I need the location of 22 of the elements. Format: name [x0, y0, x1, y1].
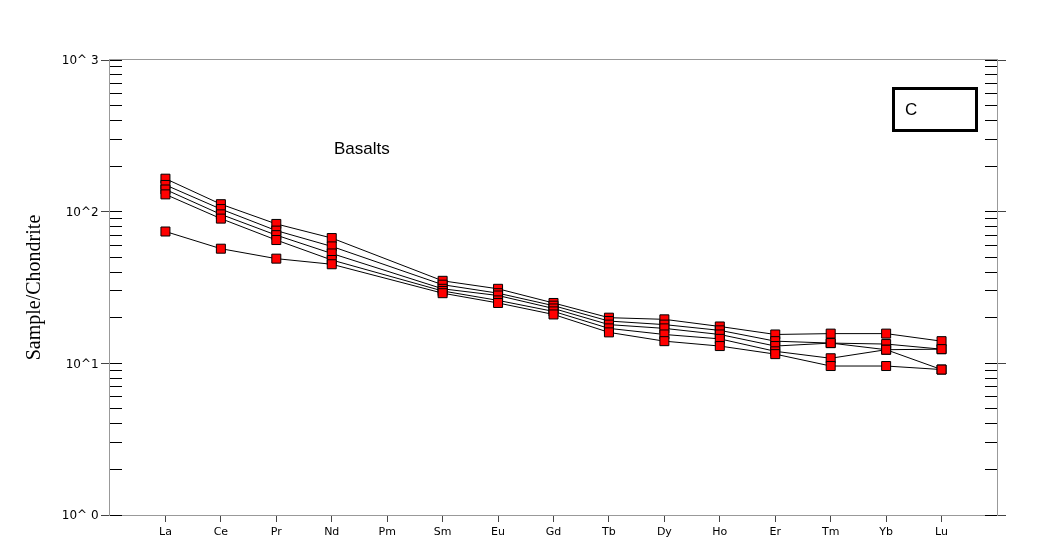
y-axis-title: Sample/Chondrite [22, 214, 46, 361]
annotation: C [905, 100, 965, 119]
y-tick-label: 10^ 0 [61, 508, 99, 523]
x-tick-label: Pr [270, 525, 283, 539]
x-tick-label: Ho [712, 525, 728, 539]
x-tick-label: Pm [378, 525, 396, 539]
annotation: Basalts [334, 139, 390, 158]
x-tick-label: Sm [433, 525, 452, 539]
x-tick-label: Dy [656, 525, 673, 539]
x-tick-label: Nd [324, 525, 340, 539]
x-tick-label: Er [769, 525, 782, 539]
x-tick-label: La [159, 525, 172, 539]
x-tick-label: Gd [545, 525, 562, 539]
x-tick-label: Tb [601, 525, 616, 539]
y-tick-label: 10^ 3 [61, 53, 99, 68]
x-tick-label: Ce [213, 525, 229, 539]
y-tick-label: 10^2 [65, 204, 99, 219]
y-tick-label: 10^1 [65, 356, 99, 371]
x-tick-label: Lu [935, 525, 949, 539]
x-tick-label: Tm [820, 525, 840, 539]
x-tick-label: Eu [491, 525, 506, 539]
x-tick-label: Yb [878, 525, 893, 539]
